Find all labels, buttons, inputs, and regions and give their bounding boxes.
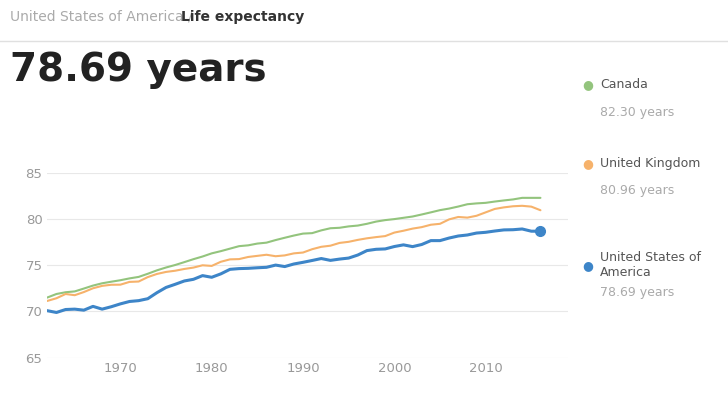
Text: 78.69 years: 78.69 years [10, 51, 267, 89]
Text: 80.96 years: 80.96 years [600, 184, 674, 197]
Text: ●: ● [582, 259, 593, 272]
Text: United Kingdom: United Kingdom [600, 156, 700, 170]
Text: 78.69 years: 78.69 years [600, 286, 674, 299]
Text: ●: ● [582, 78, 593, 91]
Text: Life expectancy: Life expectancy [181, 10, 304, 24]
Text: ●: ● [582, 156, 593, 170]
Text: United States of America /: United States of America / [10, 10, 197, 24]
Text: United States of
America: United States of America [600, 251, 701, 279]
Text: Canada: Canada [600, 78, 648, 91]
Text: 82.30 years: 82.30 years [600, 105, 674, 119]
